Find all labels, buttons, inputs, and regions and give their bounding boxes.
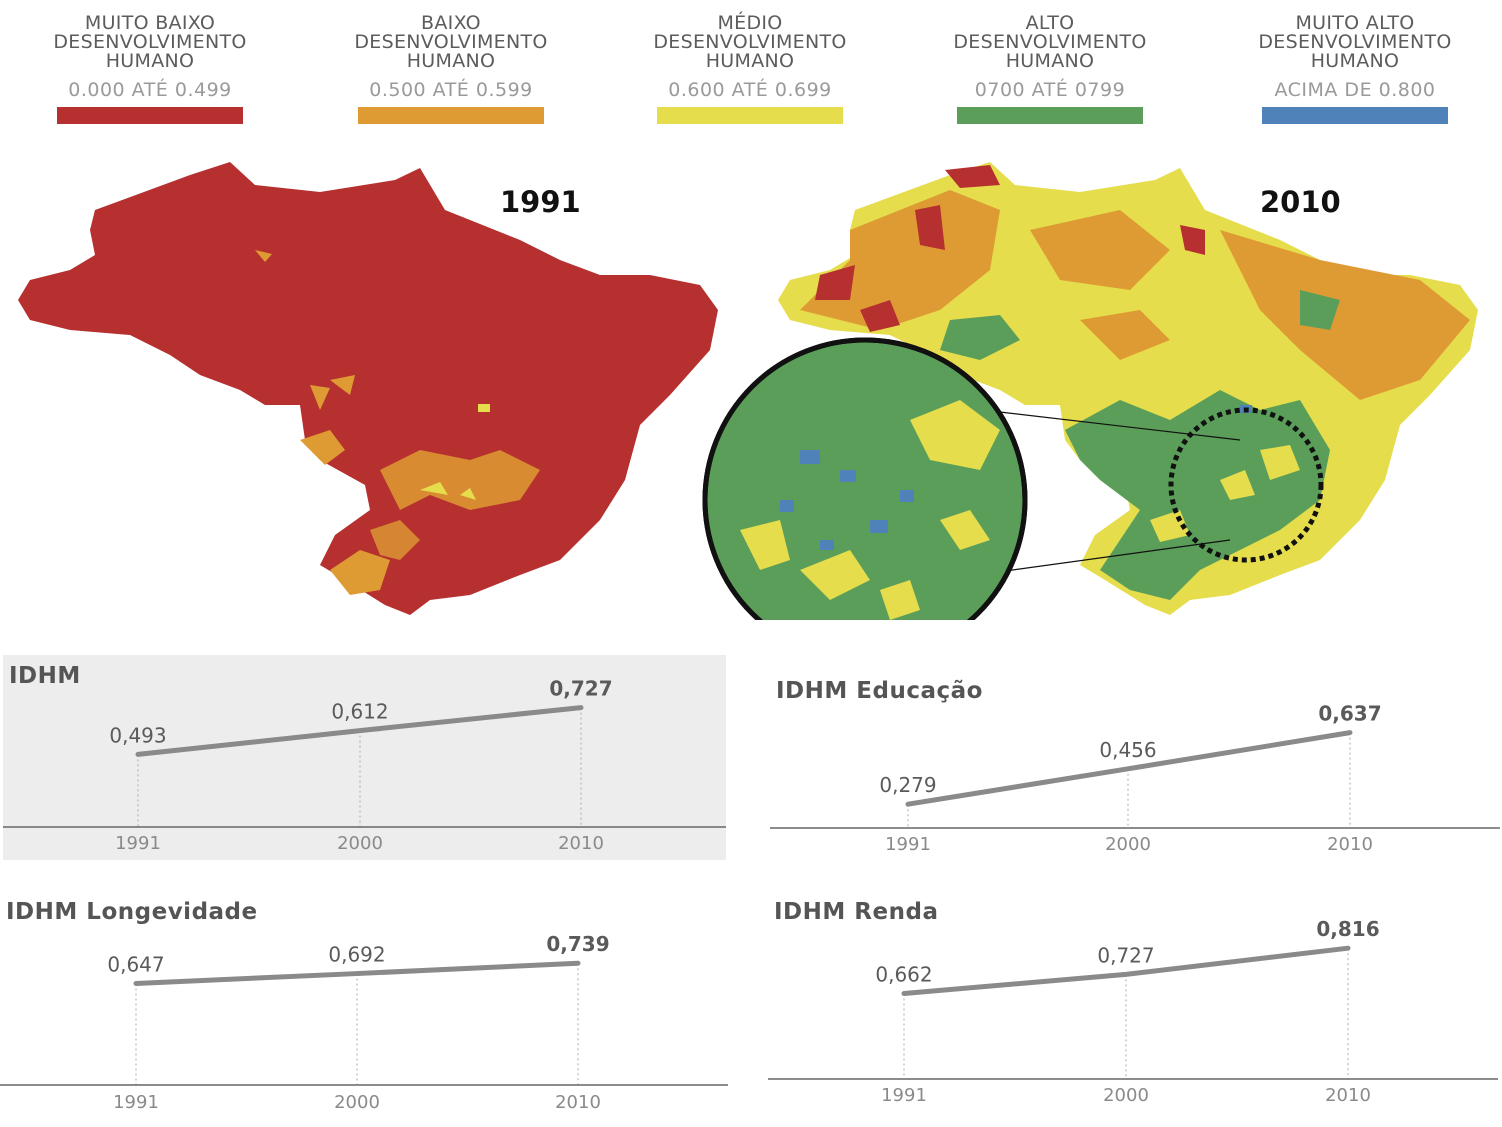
data-label: 0,279 xyxy=(879,773,936,797)
data-label: 0,727 xyxy=(549,677,612,701)
x-tick-label: 2010 xyxy=(558,833,604,854)
legend-title: ALTO DESENVOLVIMENTO HUMANO xyxy=(953,12,1147,72)
x-tick-label: 2010 xyxy=(1327,834,1373,855)
legend-item-low: BAIXO DESENVOLVIMENTO HUMANO 0.500 ATÉ 0… xyxy=(311,14,591,124)
chart-title: IDHM xyxy=(9,663,81,689)
map-1991-panel: 1991 xyxy=(0,150,740,620)
idhm-educacao-chart-panel: 0,279 1991 0,456 2000 0,637 2010 IDHM Educaçã… xyxy=(770,670,1500,860)
series-line xyxy=(133,960,581,986)
chart-title: IDHM Longevidade xyxy=(6,899,258,925)
legend-title: MÉDIO DESENVOLVIMENTO HUMANO xyxy=(653,12,847,72)
line-chart-svg: 0,647 1991 0,692 2000 0,739 2010 xyxy=(0,932,728,1113)
legend-range: ACIMA DE 0.800 xyxy=(1274,79,1436,101)
legend-item-high: ALTO DESENVOLVIMENTO HUMANO 0700 ATÉ 079… xyxy=(910,14,1190,124)
x-tick-label: 2000 xyxy=(337,833,383,854)
legend-swatch xyxy=(57,107,243,124)
brazil-map-1991 xyxy=(18,162,718,615)
data-label: 0,647 xyxy=(107,952,164,976)
map-year-2010: 2010 xyxy=(1260,185,1341,219)
series-line xyxy=(905,730,1353,807)
legend-title: BAIXO DESENVOLVIMENTO HUMANO xyxy=(354,12,548,72)
data-label: 0,493 xyxy=(109,723,166,747)
idhm-renda-chart-panel: 0,662 1991 0,727 2000 0,816 2010 IDHM Renda xyxy=(768,895,1498,1120)
data-label: 0,727 xyxy=(1097,943,1154,967)
legend-swatch xyxy=(957,107,1143,124)
legend-range: 0.000 ATÉ 0.499 xyxy=(68,79,232,101)
data-label: 0,739 xyxy=(546,932,609,956)
idhm-chart-panel: 0,493 1991 0,612 2000 0,727 2010 IDHM xyxy=(3,655,726,860)
legend-title: MUITO ALTO DESENVOLVIMENTO HUMANO xyxy=(1258,12,1452,72)
data-label: 0,637 xyxy=(1318,702,1381,726)
map-2010-panel: 2010 xyxy=(700,150,1500,663)
legend-title: MUITO BAIXO DESENVOLVIMENTO HUMANO xyxy=(53,12,247,72)
x-tick-label: 1991 xyxy=(881,1085,927,1106)
data-label: 0,612 xyxy=(331,700,388,724)
x-tick-label: 1991 xyxy=(115,833,161,854)
series-line xyxy=(135,705,584,757)
x-tick-label: 2000 xyxy=(1105,834,1151,855)
chart-title: IDHM Educação xyxy=(776,678,983,704)
line-chart-svg: 0,493 1991 0,612 2000 0,727 2010 xyxy=(3,677,726,854)
legend: MUITO BAIXO DESENVOLVIMENTO HUMANO 0.000… xyxy=(0,14,1502,134)
data-label: 0,816 xyxy=(1316,917,1379,941)
legend-item-very-high: MUITO ALTO DESENVOLVIMENTO HUMANO ACIMA … xyxy=(1215,14,1495,124)
legend-range: 0.600 ATÉ 0.699 xyxy=(668,79,832,101)
brazil-map-2010 xyxy=(702,162,1478,663)
x-tick-label: 2000 xyxy=(1103,1085,1149,1106)
map-year-1991: 1991 xyxy=(500,185,581,219)
legend-range: 0700 ATÉ 0799 xyxy=(974,79,1126,101)
idhm-longevidade-chart-panel: 0,647 1991 0,692 2000 0,739 2010 IDHM Longevi… xyxy=(0,895,728,1120)
chart-title: IDHM Renda xyxy=(774,899,939,925)
x-tick-label: 1991 xyxy=(885,834,931,855)
legend-range: 0.500 ATÉ 0.599 xyxy=(369,79,533,101)
line-chart-svg: 0,662 1991 0,727 2000 0,816 2010 xyxy=(768,917,1498,1106)
x-tick-label: 2010 xyxy=(1325,1085,1371,1106)
legend-item-medium: MÉDIO DESENVOLVIMENTO HUMANO 0.600 ATÉ 0… xyxy=(610,14,890,124)
x-tick-label: 1991 xyxy=(113,1092,159,1113)
legend-swatch xyxy=(358,107,544,124)
legend-swatch xyxy=(1262,107,1448,124)
legend-swatch xyxy=(657,107,843,124)
legend-item-very-low: MUITO BAIXO DESENVOLVIMENTO HUMANO 0.000… xyxy=(10,14,290,124)
data-label: 0,662 xyxy=(875,962,932,986)
data-label: 0,692 xyxy=(328,943,385,967)
data-label: 0,456 xyxy=(1099,738,1156,762)
series-line xyxy=(901,945,1351,996)
x-tick-label: 2000 xyxy=(334,1092,380,1113)
line-chart-svg: 0,279 1991 0,456 2000 0,637 2010 xyxy=(770,702,1500,855)
x-tick-label: 2010 xyxy=(555,1092,601,1113)
